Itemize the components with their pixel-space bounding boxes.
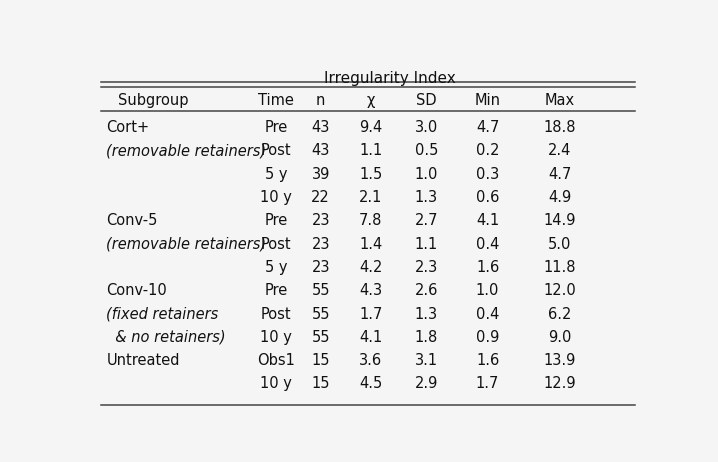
Text: 0.4: 0.4	[476, 307, 499, 322]
Text: Time: Time	[258, 93, 294, 108]
Text: 15: 15	[312, 353, 330, 368]
Text: 0.6: 0.6	[476, 190, 499, 205]
Text: 2.1: 2.1	[359, 190, 383, 205]
Text: 1.4: 1.4	[359, 237, 383, 252]
Text: 9.4: 9.4	[359, 120, 383, 135]
Text: Conv-5: Conv-5	[106, 213, 158, 228]
Text: 4.5: 4.5	[359, 377, 383, 391]
Text: 43: 43	[312, 144, 330, 158]
Text: & no retainers): & no retainers)	[106, 330, 226, 345]
Text: 4.7: 4.7	[476, 120, 499, 135]
Text: Subgroup: Subgroup	[118, 93, 189, 108]
Text: 23: 23	[312, 260, 330, 275]
Text: 2.4: 2.4	[549, 144, 572, 158]
Text: 1.3: 1.3	[415, 190, 438, 205]
Text: 2.6: 2.6	[415, 283, 438, 298]
Text: 10 y: 10 y	[260, 330, 292, 345]
Text: 3.1: 3.1	[415, 353, 438, 368]
Text: 0.3: 0.3	[476, 167, 499, 182]
Text: 22: 22	[312, 190, 330, 205]
Text: 13.9: 13.9	[544, 353, 576, 368]
Text: Obs1: Obs1	[257, 353, 295, 368]
Text: (fixed retainers: (fixed retainers	[106, 307, 219, 322]
Text: Post: Post	[261, 307, 292, 322]
Text: 0.9: 0.9	[476, 330, 499, 345]
Text: Pre: Pre	[264, 283, 288, 298]
Text: Max: Max	[545, 93, 575, 108]
Text: 1.0: 1.0	[476, 283, 499, 298]
Text: Irregularity Index: Irregularity Index	[325, 72, 456, 86]
Text: 6.2: 6.2	[549, 307, 572, 322]
Text: 1.0: 1.0	[415, 167, 438, 182]
Text: 1.5: 1.5	[359, 167, 383, 182]
Text: Conv-10: Conv-10	[106, 283, 167, 298]
Text: Untreated: Untreated	[106, 353, 180, 368]
Text: 1.1: 1.1	[415, 237, 438, 252]
Text: 1.1: 1.1	[359, 144, 383, 158]
Text: 12.9: 12.9	[544, 377, 577, 391]
Text: 4.3: 4.3	[359, 283, 382, 298]
Text: 0.4: 0.4	[476, 237, 499, 252]
Text: 9.0: 9.0	[549, 330, 572, 345]
Text: 55: 55	[312, 283, 330, 298]
Text: 5 y: 5 y	[265, 260, 287, 275]
Text: 55: 55	[312, 330, 330, 345]
Text: 1.8: 1.8	[415, 330, 438, 345]
Text: 23: 23	[312, 237, 330, 252]
Text: (removable retainers): (removable retainers)	[106, 144, 266, 158]
Text: 11.8: 11.8	[544, 260, 577, 275]
Text: 2.7: 2.7	[415, 213, 438, 228]
Text: 5.0: 5.0	[549, 237, 572, 252]
Text: 5 y: 5 y	[265, 167, 287, 182]
Text: 4.7: 4.7	[549, 167, 572, 182]
Text: Cort+: Cort+	[106, 120, 149, 135]
Text: 4.9: 4.9	[549, 190, 572, 205]
Text: 3.0: 3.0	[415, 120, 438, 135]
Text: 2.3: 2.3	[415, 260, 438, 275]
Text: 39: 39	[312, 167, 330, 182]
Text: 23: 23	[312, 213, 330, 228]
Text: 1.6: 1.6	[476, 260, 499, 275]
Text: Pre: Pre	[264, 120, 288, 135]
Text: 0.5: 0.5	[415, 144, 438, 158]
Text: 1.7: 1.7	[359, 307, 383, 322]
Text: 3.6: 3.6	[359, 353, 382, 368]
Text: 12.0: 12.0	[544, 283, 577, 298]
Text: 2.9: 2.9	[415, 377, 438, 391]
Text: (removable retainers): (removable retainers)	[106, 237, 266, 252]
Text: 4.1: 4.1	[359, 330, 383, 345]
Text: 4.2: 4.2	[359, 260, 383, 275]
Text: 18.8: 18.8	[544, 120, 577, 135]
Text: 55: 55	[312, 307, 330, 322]
Text: 10 y: 10 y	[260, 377, 292, 391]
Text: Pre: Pre	[264, 213, 288, 228]
Text: 15: 15	[312, 377, 330, 391]
Text: n: n	[316, 93, 325, 108]
Text: 0.2: 0.2	[476, 144, 499, 158]
Text: 14.9: 14.9	[544, 213, 577, 228]
Text: 7.8: 7.8	[359, 213, 383, 228]
Text: Post: Post	[261, 237, 292, 252]
Text: 43: 43	[312, 120, 330, 135]
Text: Min: Min	[475, 93, 500, 108]
Text: 1.7: 1.7	[476, 377, 499, 391]
Text: χ: χ	[367, 93, 375, 108]
Text: Post: Post	[261, 144, 292, 158]
Text: 1.3: 1.3	[415, 307, 438, 322]
Text: 1.6: 1.6	[476, 353, 499, 368]
Text: 4.1: 4.1	[476, 213, 499, 228]
Text: SD: SD	[416, 93, 437, 108]
Text: 10 y: 10 y	[260, 190, 292, 205]
